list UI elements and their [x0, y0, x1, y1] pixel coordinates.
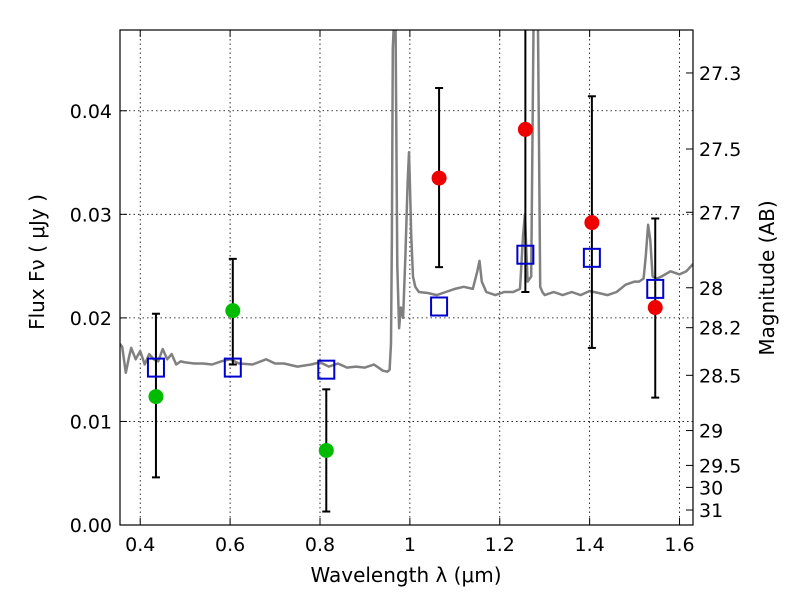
y-axis-label: Flux Fν ( μJy ): [25, 194, 49, 330]
plot-frame: [119, 29, 694, 526]
data-point-green: [318, 442, 334, 458]
model-photometry-square: [516, 244, 535, 265]
grid: [120, 30, 693, 526]
x-tick-label: 1.2: [485, 534, 515, 556]
y2-tick-label: 28.2: [699, 318, 741, 340]
data-point-green: [148, 389, 164, 405]
y2-tick-label: 31: [699, 500, 723, 522]
data-point-red: [431, 170, 447, 186]
model-photometry-layer: [146, 244, 665, 380]
y2-tick-label: 27.5: [699, 139, 741, 161]
y2-tick-label: 28.5: [699, 365, 741, 387]
data-point-red: [647, 300, 663, 316]
x-tick-label: 0.4: [125, 534, 155, 556]
y2-tick-label: 27.7: [699, 202, 741, 224]
model-photometry-square: [146, 357, 165, 378]
x-tick-label: 1: [404, 534, 416, 556]
y2-tick-label: 29: [699, 421, 723, 443]
y2-axis-label: Magnitude (AB): [755, 200, 779, 355]
model-photometry-square: [317, 359, 336, 380]
ticks: 0.4 0.6 0.8 1 1.2 1.4 1.6 0.00 0.01 0.02 0.03 0.04 2…: [70, 30, 741, 556]
y-tick-label: 0.01: [70, 411, 112, 433]
y-tick-label: 0.00: [70, 515, 112, 537]
y2-tick-label: 29.5: [699, 455, 741, 477]
y2-tick-label: 30: [699, 477, 723, 499]
y2-tick-label: 28: [699, 278, 723, 300]
model-spectrum-line: [120, 30, 693, 375]
x-tick-label: 1.4: [575, 534, 605, 556]
model-photometry-square: [582, 247, 601, 268]
data-point-red: [584, 215, 600, 231]
y-tick-label: 0.02: [70, 308, 112, 330]
x-tick-label: 0.8: [305, 534, 335, 556]
data-point-green: [225, 303, 241, 319]
observed-points-layer: [148, 121, 663, 458]
y-tick-label: 0.04: [70, 101, 112, 123]
data-point-red: [517, 121, 533, 137]
x-tick-label: 0.6: [215, 534, 245, 556]
model-spectrum-layer: [120, 30, 693, 375]
model-photometry-square: [430, 296, 449, 317]
model-photometry-square: [646, 278, 665, 299]
y-tick-label: 0.03: [70, 204, 112, 226]
x-axis-label: Wavelength λ (μm): [310, 563, 501, 587]
x-tick-label: 1.6: [664, 534, 694, 556]
model-photometry-square: [223, 357, 242, 378]
y2-tick-label: 27.3: [699, 63, 741, 85]
